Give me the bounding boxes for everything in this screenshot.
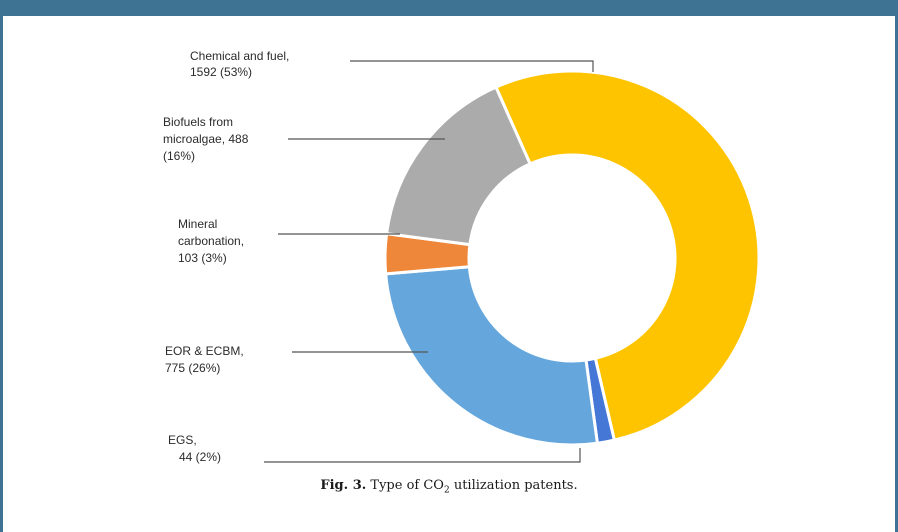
label-egs-line-2: 44 (2%)	[179, 450, 221, 464]
label-mineral-line-3: 103 (3%)	[178, 251, 227, 265]
donut-slices	[383, 69, 761, 447]
label-mineral-line-2: carbonation,	[178, 234, 244, 248]
caption-text-after: utilization patents.	[449, 478, 578, 493]
donut-slice-eor-ecbm	[384, 265, 600, 447]
left-border	[0, 16, 3, 532]
right-border	[895, 16, 898, 532]
donut-slice-biofuels-from-microalgae	[384, 85, 533, 247]
label-chemical-line-2: 1592 (53%)	[190, 65, 252, 79]
label-eor-line-2: 775 (26%)	[165, 361, 220, 375]
label-chemical-and-fuel: Chemical and fuel, 1592 (53%)	[190, 49, 293, 79]
label-mineral-carbonation: Mineral carbonation, 103 (3%)	[178, 217, 247, 265]
label-eor-line-1: EOR & ECBM,	[165, 344, 244, 358]
figure-caption: Fig. 3. Type of CO2 utilization patents.	[0, 478, 898, 496]
caption-text-before: Type of CO	[366, 478, 444, 493]
label-egs: EGS, 44 (2%)	[168, 433, 221, 464]
caption-figure-number: Fig. 3.	[320, 478, 367, 493]
donut-slice-chemical-and-fuel	[493, 69, 761, 442]
label-biofuels: Biofuels from microalgae, 488 (16%)	[163, 115, 252, 163]
top-bar	[0, 0, 898, 16]
label-egs-line-1: EGS,	[168, 433, 197, 447]
caption-subscript: 2	[443, 485, 450, 496]
leader-line-chemical	[350, 60, 594, 72]
label-biofuels-line-2: microalgae, 488	[163, 132, 249, 146]
label-biofuels-line-1: Biofuels from	[163, 115, 233, 129]
leader-line-egs	[264, 448, 581, 463]
label-biofuels-line-3: (16%)	[163, 149, 195, 163]
label-mineral-line-1: Mineral	[178, 217, 217, 231]
leader-lines	[264, 60, 594, 463]
label-chemical-line-1: Chemical and fuel,	[190, 49, 289, 63]
label-eor-ecbm: EOR & ECBM, 775 (26%)	[165, 344, 247, 375]
